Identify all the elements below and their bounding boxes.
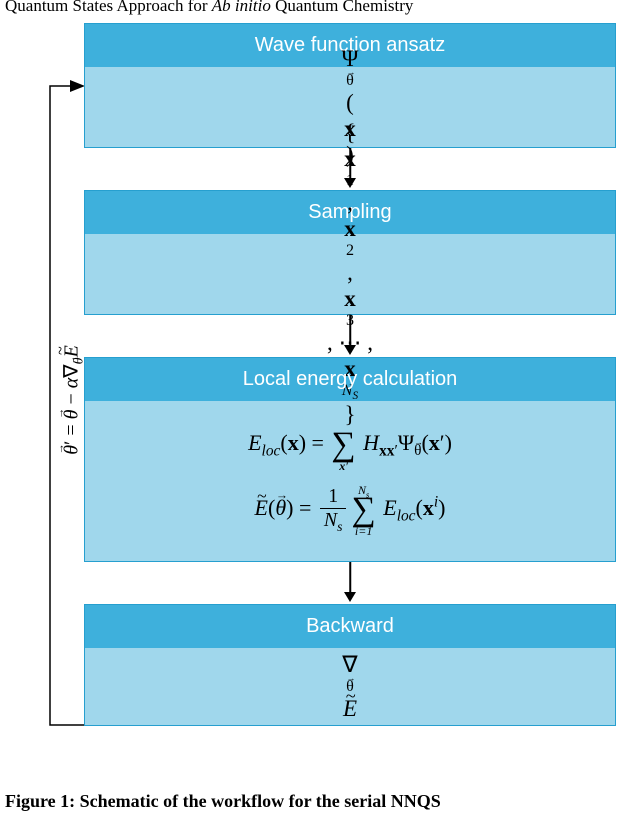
box-header-backward: Backward <box>85 605 615 648</box>
box-body-local-energy: Eloc(x) = ∑x′ Hxx′Ψθ(x′)E(θ) = 1NsNs∑i=1… <box>85 401 615 561</box>
box-sampling: Sampling{x1, x2, x3, ⋯ , xNS} <box>84 190 616 315</box>
box-body-sampling: {x1, x2, x3, ⋯ , xNS} <box>85 234 615 314</box>
arrow-down-1 <box>84 315 616 357</box>
arrow-down-2 <box>84 562 616 604</box>
box-backward: Backward∇θE <box>84 604 616 726</box>
header-fragment: Quantum States Approach for Ab initio Qu… <box>5 0 413 16</box>
box-body-backward: ∇θE <box>85 648 615 725</box>
arrow-down-0 <box>84 148 616 190</box>
box-local-energy: Local energy calculationEloc(x) = ∑x′ Hx… <box>84 357 616 562</box>
workflow-diagram: Wave function ansatzΨθ(x)Sampling{x1, x2… <box>84 23 616 726</box>
figure-caption: Figure 1: Schematic of the workflow for … <box>5 790 635 813</box>
